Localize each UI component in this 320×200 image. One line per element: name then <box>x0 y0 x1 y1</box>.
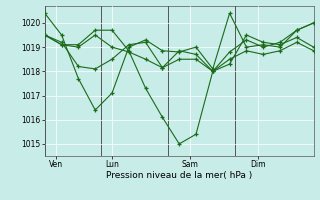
X-axis label: Pression niveau de la mer( hPa ): Pression niveau de la mer( hPa ) <box>106 171 252 180</box>
